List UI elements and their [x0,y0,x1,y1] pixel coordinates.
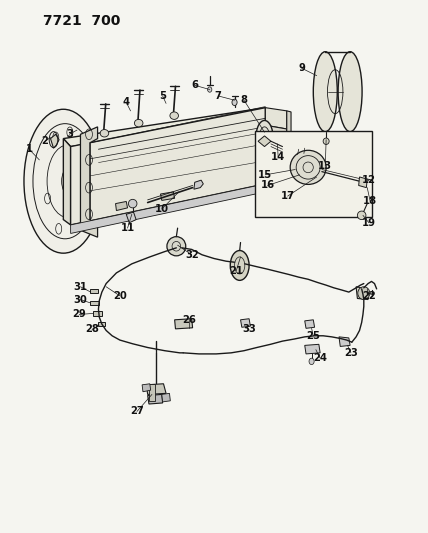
Polygon shape [175,319,193,329]
Text: 24: 24 [313,353,327,363]
Text: 3: 3 [66,130,73,139]
Ellipse shape [100,130,109,137]
Polygon shape [63,108,272,147]
Polygon shape [149,384,155,401]
Text: 5: 5 [159,91,166,101]
Text: 26: 26 [182,315,196,325]
Text: 16: 16 [260,181,275,190]
Text: 22: 22 [362,291,376,301]
Ellipse shape [24,109,103,253]
Text: 2: 2 [42,136,48,146]
Text: 17: 17 [281,191,294,201]
Polygon shape [148,394,163,404]
Polygon shape [63,139,71,225]
Text: 4: 4 [123,98,130,107]
Polygon shape [287,111,291,167]
Text: 12: 12 [362,175,376,185]
Ellipse shape [323,138,329,144]
Text: 27: 27 [130,407,144,416]
Text: 33: 33 [242,325,256,334]
Ellipse shape [358,287,370,300]
Text: 15: 15 [258,170,273,180]
Polygon shape [356,287,368,300]
Text: 32: 32 [185,250,199,260]
Ellipse shape [338,52,362,132]
Ellipse shape [167,237,186,256]
Text: 23: 23 [344,348,358,358]
Polygon shape [146,384,166,394]
Ellipse shape [62,167,77,195]
Polygon shape [90,301,99,305]
Text: 8: 8 [241,95,247,105]
Text: 11: 11 [120,223,135,233]
Text: 21: 21 [229,266,243,276]
Ellipse shape [309,358,314,365]
Text: 28: 28 [85,325,99,334]
Text: 7: 7 [215,91,222,101]
Ellipse shape [230,251,249,280]
Ellipse shape [134,119,143,127]
Polygon shape [241,319,250,327]
Text: 7721  700: 7721 700 [43,14,120,28]
Polygon shape [51,134,59,148]
Polygon shape [98,322,105,326]
Polygon shape [194,180,203,189]
Polygon shape [255,131,372,217]
Ellipse shape [128,199,137,208]
Ellipse shape [357,211,366,220]
Text: 9: 9 [298,63,305,73]
Polygon shape [258,136,271,147]
Ellipse shape [232,99,237,106]
Text: 1: 1 [26,144,33,154]
Text: 20: 20 [113,291,127,301]
Text: 18: 18 [363,197,377,206]
Polygon shape [93,311,102,316]
Text: 29: 29 [72,310,86,319]
Polygon shape [265,125,287,166]
Text: 19: 19 [362,218,376,228]
Text: 14: 14 [271,152,285,162]
Polygon shape [339,337,350,346]
Polygon shape [80,127,98,237]
Polygon shape [162,393,170,402]
Text: 30: 30 [74,295,87,304]
Text: 10: 10 [155,204,169,214]
Polygon shape [265,108,287,129]
Polygon shape [160,192,175,200]
Text: 25: 25 [306,331,320,341]
Text: 13: 13 [318,161,332,171]
Polygon shape [305,344,320,354]
Text: 31: 31 [74,282,87,292]
Polygon shape [142,384,151,392]
Ellipse shape [313,52,337,132]
Ellipse shape [170,112,178,119]
Text: 6: 6 [191,80,198,90]
Polygon shape [71,184,265,233]
Polygon shape [305,320,315,328]
Ellipse shape [208,87,212,92]
Ellipse shape [256,120,273,155]
Polygon shape [90,289,98,293]
Polygon shape [116,201,128,211]
Polygon shape [71,108,265,225]
Polygon shape [359,177,367,188]
Ellipse shape [290,150,326,184]
Polygon shape [126,212,136,223]
